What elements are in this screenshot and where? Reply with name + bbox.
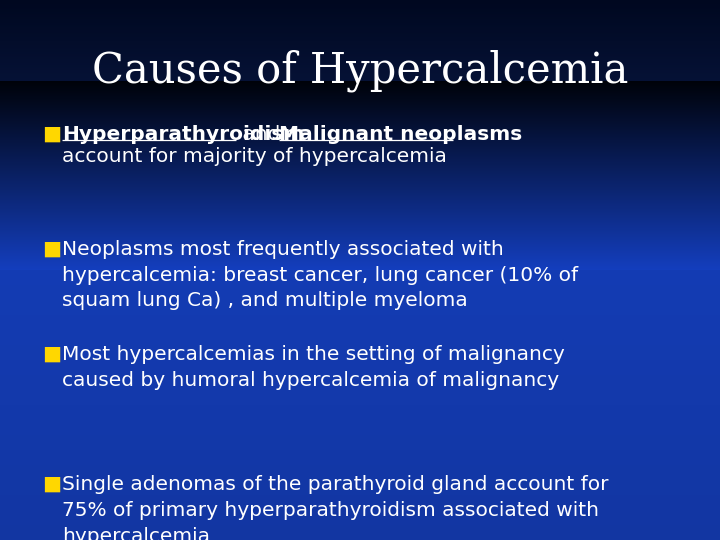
Text: ■: ■: [42, 345, 61, 364]
Text: and: and: [235, 125, 287, 144]
Text: ■: ■: [42, 125, 61, 144]
Text: Neoplasms most frequently associated with
hypercalcemia: breast cancer, lung can: Neoplasms most frequently associated wit…: [62, 240, 578, 310]
Text: Most hypercalcemias in the setting of malignancy
caused by humoral hypercalcemia: Most hypercalcemias in the setting of ma…: [62, 345, 564, 390]
Text: ■: ■: [42, 240, 61, 259]
Text: Causes of Hypercalcemia: Causes of Hypercalcemia: [92, 50, 628, 92]
Text: Malignant neoplasms: Malignant neoplasms: [279, 125, 522, 144]
Text: ■: ■: [42, 475, 61, 494]
Text: Hyperparathyroidism: Hyperparathyroidism: [62, 125, 305, 144]
Text: account for majority of hypercalcemia: account for majority of hypercalcemia: [62, 147, 447, 166]
Text: Single adenomas of the parathyroid gland account for
75% of primary hyperparathy: Single adenomas of the parathyroid gland…: [62, 475, 608, 540]
